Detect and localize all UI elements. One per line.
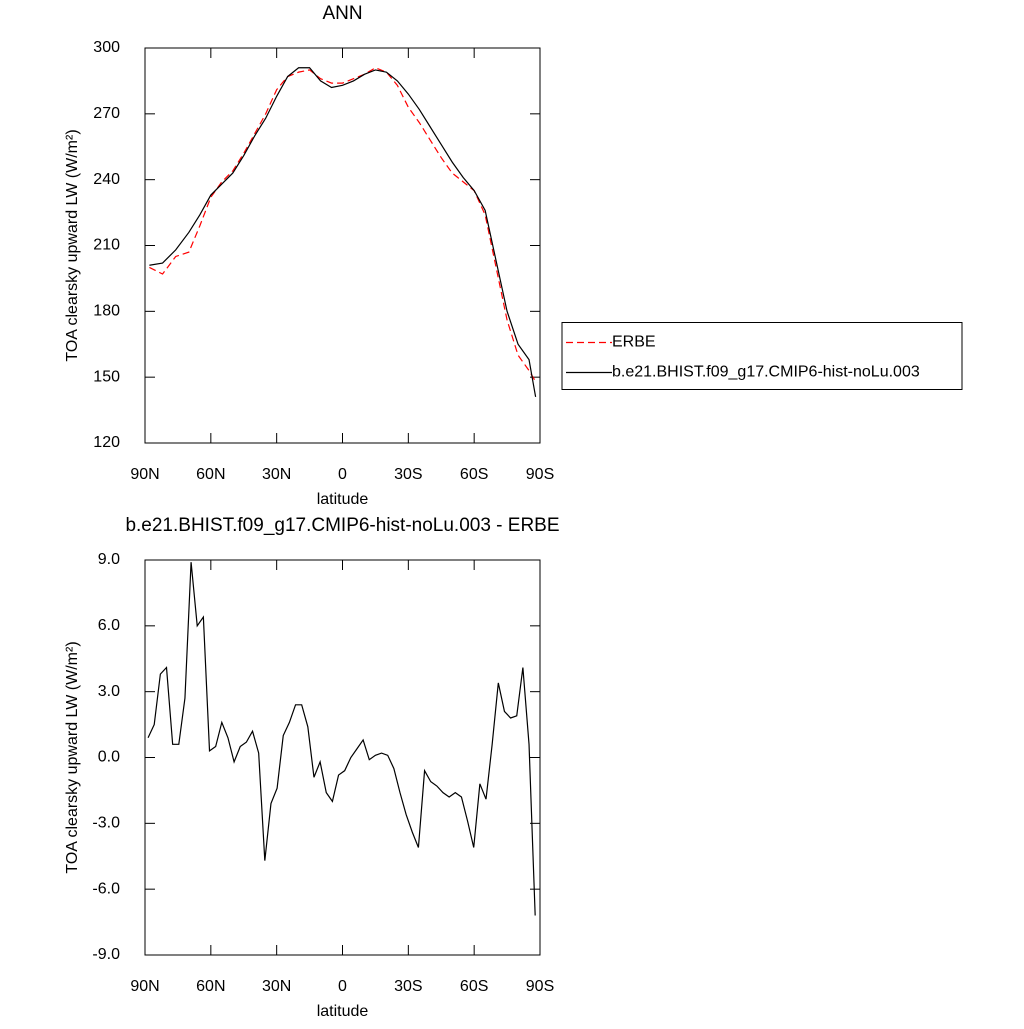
data-line [147,562,536,916]
data-line [149,67,537,382]
x-tick-label: 90S [526,466,554,483]
y-tick-label: 210 [93,237,120,254]
x-tick-label: 30N [262,978,291,995]
x-tick-label: 60S [460,466,488,483]
data-line [149,67,537,398]
x-tick-label: 30S [394,466,422,483]
x-tick-label: 60N [196,978,225,995]
y-axis-label: TOA clearsky upward LW (W/m²) [64,641,81,873]
y-tick-label: 300 [93,39,120,56]
x-tick-label: 0 [338,466,347,483]
y-tick-label: 150 [93,368,120,385]
y-tick-label: 3.0 [98,683,120,700]
y-tick-label: 270 [93,105,120,122]
y-axis-label: TOA clearsky upward LW (W/m²) [64,129,81,361]
y-tick-label: 0.0 [98,749,120,766]
legend-label: b.e21.BHIST.f09_g17.CMIP6-hist-noLu.003 [612,364,920,381]
x-tick-label: 60S [460,978,488,995]
y-tick-label: -9.0 [92,946,120,963]
x-tick-label: 90S [526,978,554,995]
y-tick-label: 120 [93,434,120,451]
x-tick-label: 0 [338,978,347,995]
legend-box [561,322,963,390]
y-tick-label: 9.0 [98,551,120,568]
plot-frame [144,47,541,444]
y-tick-label: 240 [93,171,120,188]
x-tick-label: 90N [130,978,159,995]
x-axis-label: latitude [317,1003,369,1020]
x-tick-label: 90N [130,466,159,483]
x-axis-label: latitude [317,491,369,508]
plot-frame [144,559,541,956]
x-tick-label: 30N [262,466,291,483]
y-tick-label: -6.0 [92,880,120,897]
y-tick-label: 6.0 [98,617,120,634]
y-tick-label: 180 [93,303,120,320]
chart-title: b.e21.BHIST.f09_g17.CMIP6-hist-noLu.003 … [125,515,559,536]
x-tick-label: 60N [196,466,225,483]
y-tick-label: -3.0 [92,815,120,832]
chart-title: ANN [322,3,362,24]
x-tick-label: 30S [394,978,422,995]
legend-label: ERBE [612,334,656,351]
